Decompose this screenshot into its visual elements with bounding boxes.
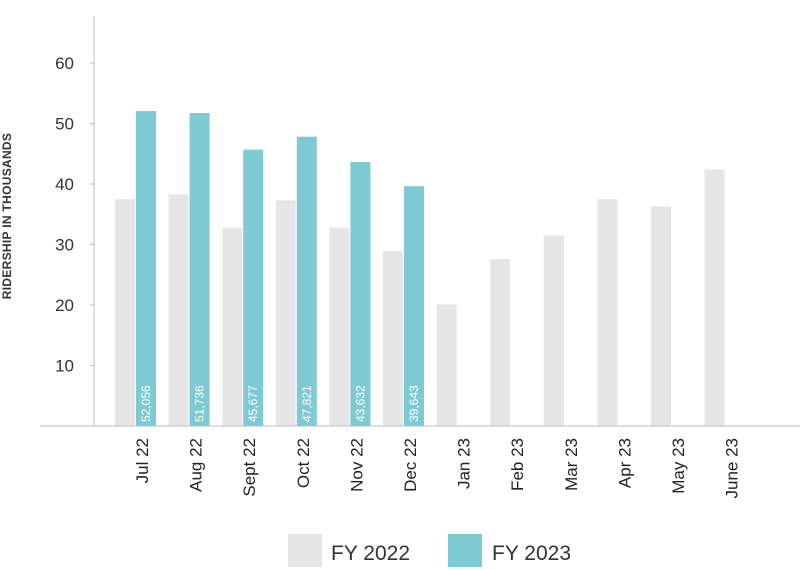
y-tick-label: 50 <box>55 115 74 134</box>
data-label-fy2023: 0 <box>729 415 743 422</box>
y-tick-label: 30 <box>55 236 74 255</box>
legend-swatch-fy2022 <box>288 534 322 567</box>
data-label-fy2023: 0 <box>675 415 689 422</box>
data-label-fy2023: 45,677 <box>246 385 260 422</box>
x-tick-label: Mar 23 <box>562 438 581 491</box>
y-axis-title: RIDERSHIP IN THOUSANDS <box>0 133 14 299</box>
y-axis: 10 20 30 40 50 60 <box>55 16 95 426</box>
data-label-fy2023: 52,056 <box>139 385 153 422</box>
y-tick-label: 20 <box>55 296 74 315</box>
bar-fy2022 <box>543 235 564 426</box>
x-tick-label: Sept 22 <box>240 438 259 497</box>
legend-label-fy2022: FY 2022 <box>331 542 410 565</box>
x-tick-label: Jul 22 <box>133 438 152 483</box>
data-label-fy2023: 51,736 <box>193 385 207 422</box>
bar-fy2022 <box>222 227 243 426</box>
data-label-fy2023: 39,643 <box>407 385 421 422</box>
x-tick-label: Feb 23 <box>508 438 527 491</box>
data-label-fy2023: 0 <box>568 415 582 422</box>
x-tick-label: Aug 22 <box>187 438 206 492</box>
bar-fy2022 <box>704 169 725 427</box>
bars: 52,056 51,736 45,677 47,821 43,632 39,643 0 0 0 0… <box>115 111 743 427</box>
data-label-fy2023: 43,632 <box>353 385 367 422</box>
x-tick-label: Dec 22 <box>401 438 420 492</box>
data-label-fy2023: 47,821 <box>300 385 314 422</box>
legend: FY 2022 FY 2023 <box>288 534 571 567</box>
legend-label-fy2023: FY 2023 <box>492 542 571 565</box>
y-tick-label: 60 <box>55 54 74 73</box>
x-tick-label: Jan 23 <box>455 438 474 489</box>
bar-fy2022 <box>168 194 189 426</box>
bar-fy2023 <box>350 162 371 426</box>
bar-fy2023 <box>189 112 210 427</box>
y-tick-label: 40 <box>55 175 74 194</box>
data-label-fy2023: 0 <box>461 415 475 422</box>
bar-fy2022 <box>275 200 296 426</box>
bar-fy2022 <box>383 251 403 426</box>
bar-fy2022 <box>115 199 135 426</box>
x-tick-label: June 23 <box>723 438 742 499</box>
data-label-fy2023: 0 <box>621 415 635 422</box>
bar-fy2023 <box>296 136 317 426</box>
bar-fy2023 <box>404 186 424 426</box>
bar-fy2022 <box>329 227 350 426</box>
x-tick-label: Apr 23 <box>615 438 634 488</box>
bar-fy2023 <box>136 111 156 426</box>
data-label-fy2023: 0 <box>514 415 528 422</box>
legend-swatch-fy2023 <box>448 534 482 567</box>
x-axis: Jul 22 Aug 22 Sept 22 Oct 22 Nov 22 Dec 22 Jan… <box>40 425 800 499</box>
x-tick-label: Oct 22 <box>294 438 313 488</box>
bar-fy2022 <box>597 199 618 426</box>
bar-fy2022 <box>490 259 511 426</box>
bar-fy2022 <box>436 304 457 426</box>
bar-fy2022 <box>651 206 671 426</box>
bar-fy2023 <box>243 149 264 426</box>
y-tick-label: 10 <box>55 357 74 376</box>
x-tick-label: Nov 22 <box>347 438 366 492</box>
x-tick-label: May 23 <box>669 438 688 494</box>
